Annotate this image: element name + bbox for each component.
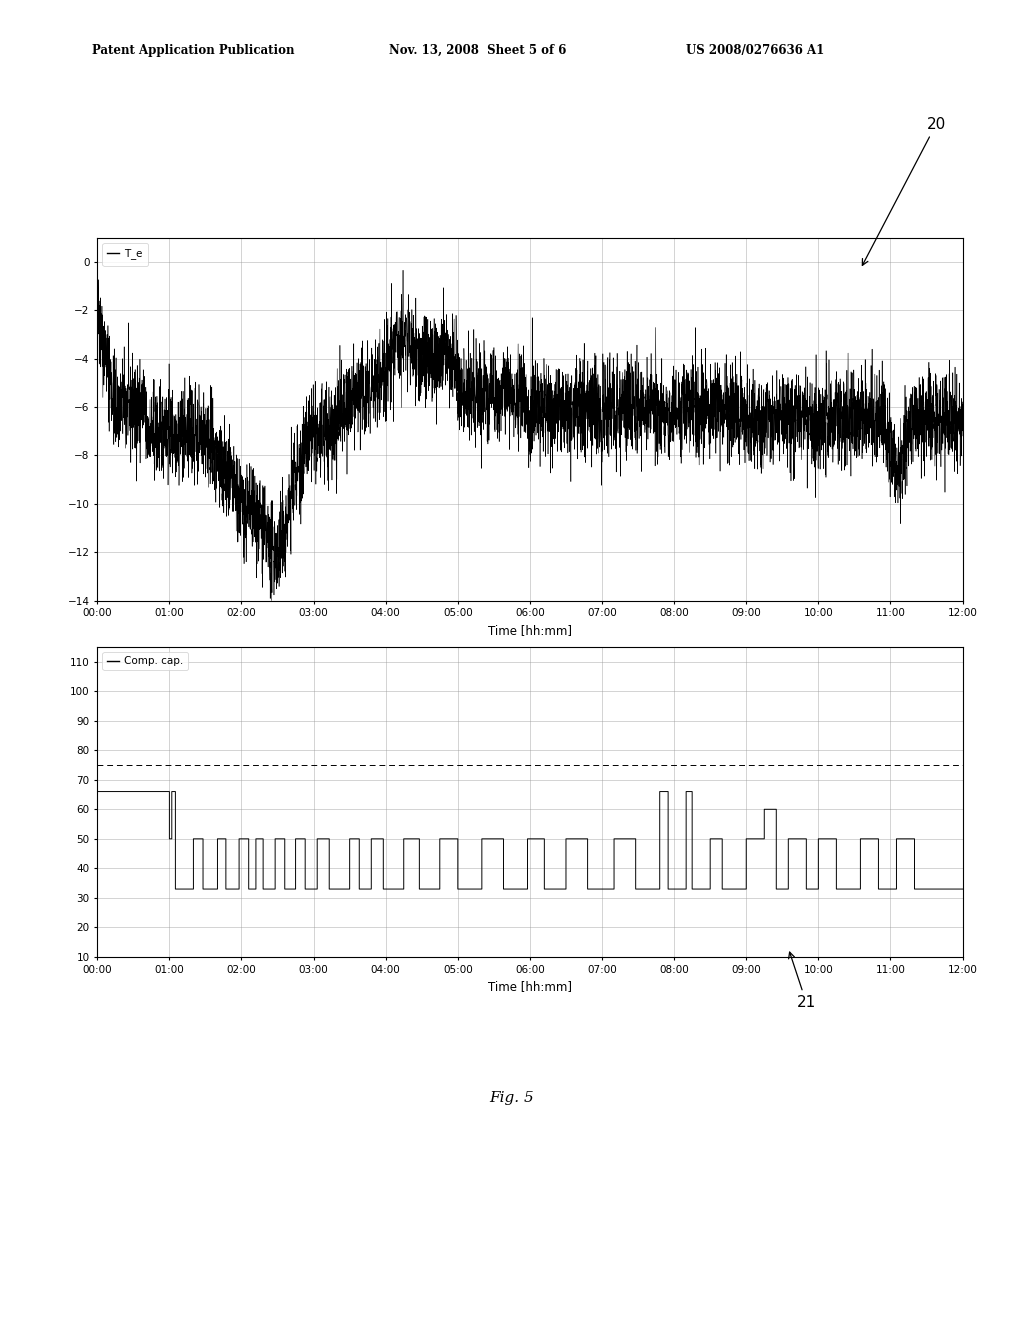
X-axis label: Time [hh:mm]: Time [hh:mm] bbox=[487, 981, 572, 993]
Text: Patent Application Publication: Patent Application Publication bbox=[92, 44, 295, 57]
Text: Nov. 13, 2008  Sheet 5 of 6: Nov. 13, 2008 Sheet 5 of 6 bbox=[389, 44, 566, 57]
Text: US 2008/0276636 A1: US 2008/0276636 A1 bbox=[686, 44, 824, 57]
Legend: Comp. cap.: Comp. cap. bbox=[102, 652, 187, 671]
Legend: $\mathregular{T\_e}$: $\mathregular{T\_e}$ bbox=[102, 243, 148, 265]
Text: 21: 21 bbox=[788, 952, 816, 1010]
Text: 20: 20 bbox=[862, 116, 946, 265]
X-axis label: Time [hh:mm]: Time [hh:mm] bbox=[487, 624, 572, 636]
Text: Fig. 5: Fig. 5 bbox=[489, 1092, 535, 1105]
